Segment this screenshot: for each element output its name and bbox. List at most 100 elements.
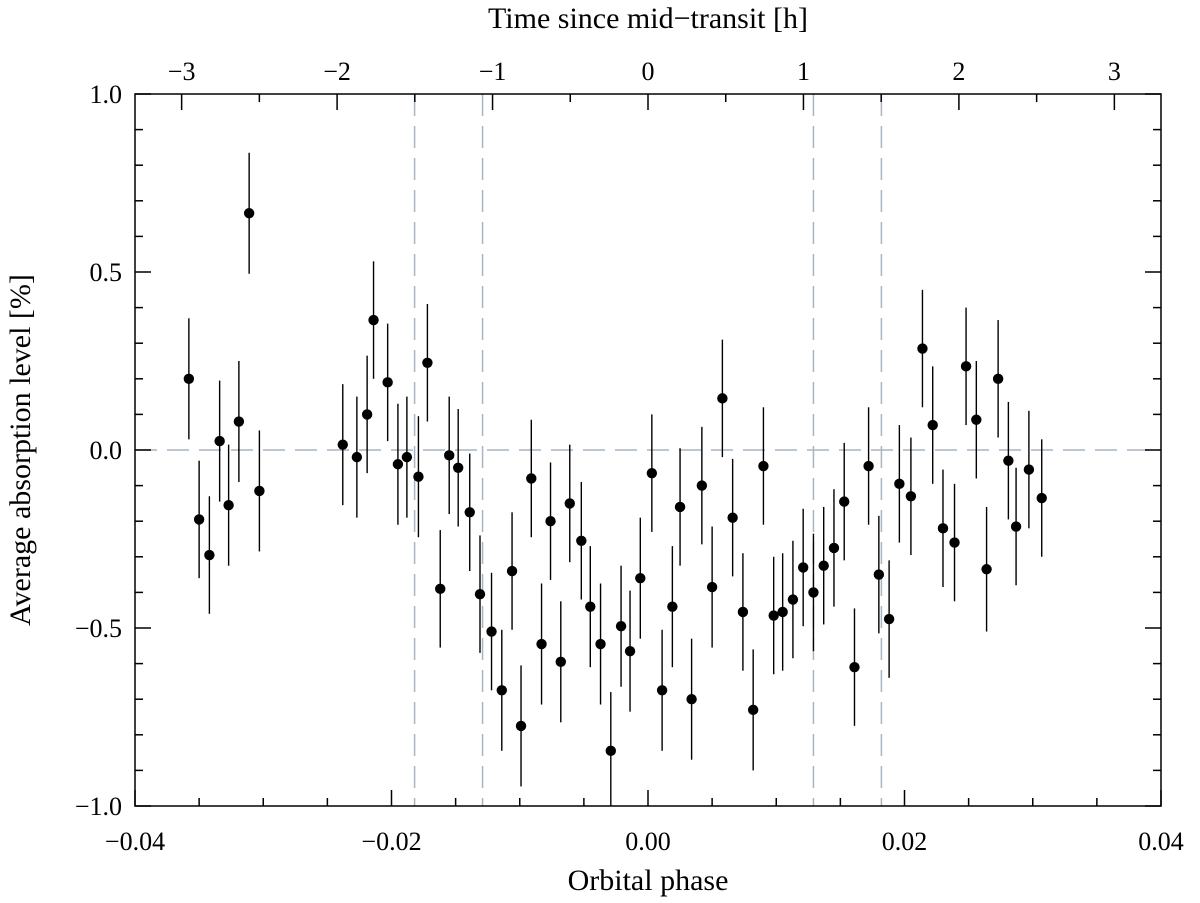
x-tick-label: −0.04 bbox=[105, 827, 165, 856]
data-point bbox=[444, 450, 455, 461]
data-point bbox=[223, 499, 234, 511]
reference-lines bbox=[135, 94, 1161, 806]
data-point bbox=[873, 569, 885, 580]
data-point bbox=[849, 661, 860, 673]
data-point bbox=[1003, 455, 1014, 466]
data-point bbox=[605, 745, 617, 757]
data-point bbox=[686, 694, 697, 705]
data-point bbox=[214, 435, 225, 447]
top-x-tick-label: 3 bbox=[1108, 57, 1121, 86]
data-point bbox=[401, 451, 413, 463]
y-tick-label: −1.0 bbox=[75, 792, 122, 821]
data-point bbox=[656, 685, 668, 696]
data-point bbox=[486, 626, 497, 637]
data-point bbox=[392, 459, 404, 470]
data-point bbox=[828, 542, 840, 554]
data-point bbox=[183, 373, 195, 384]
data-point bbox=[382, 377, 393, 388]
y-tick-label: 0.0 bbox=[90, 436, 123, 465]
axis-ticks bbox=[134, 93, 1162, 807]
data-point bbox=[474, 588, 486, 600]
data-point bbox=[615, 621, 627, 632]
data-point bbox=[758, 460, 769, 472]
top-x-tick-label: −3 bbox=[168, 57, 196, 86]
data-point bbox=[883, 613, 895, 625]
data-point bbox=[808, 587, 819, 598]
x-tick-label: 0.04 bbox=[1138, 827, 1184, 856]
data-point bbox=[818, 560, 829, 571]
top-x-axis-title: Time since mid−transit [h] bbox=[488, 2, 808, 35]
data-point bbox=[204, 549, 215, 561]
data-point bbox=[233, 416, 245, 427]
y-tick-label: 1.0 bbox=[90, 80, 123, 109]
data-point bbox=[337, 439, 348, 450]
data-point bbox=[1023, 464, 1035, 475]
data-point bbox=[635, 572, 646, 584]
y-tick-label: −0.5 bbox=[75, 614, 122, 643]
data-point bbox=[960, 361, 972, 372]
top-x-tick-label: −1 bbox=[479, 57, 507, 86]
data-point bbox=[413, 471, 424, 482]
top-x-tick-label: 1 bbox=[797, 57, 810, 86]
data-point bbox=[435, 583, 446, 595]
top-x-tick-label: −2 bbox=[323, 57, 351, 86]
data-point bbox=[727, 512, 738, 523]
y-axis-title: Average absorption level [%] bbox=[4, 274, 37, 626]
data-point bbox=[646, 467, 658, 479]
data-point bbox=[515, 720, 527, 732]
top-x-tick-label: 0 bbox=[642, 57, 655, 86]
data-point bbox=[243, 208, 255, 219]
data-point bbox=[545, 516, 556, 527]
data-point bbox=[368, 314, 379, 326]
data-point bbox=[496, 685, 507, 696]
data-point bbox=[696, 480, 708, 491]
data-point bbox=[1010, 521, 1022, 532]
data-point bbox=[595, 638, 606, 650]
data-point bbox=[536, 638, 547, 650]
data-point bbox=[464, 507, 475, 518]
data-point bbox=[717, 393, 728, 404]
data-point bbox=[452, 462, 464, 473]
data-point bbox=[526, 473, 537, 484]
x-tick-label: 0.02 bbox=[882, 827, 928, 856]
data-point bbox=[737, 606, 749, 618]
data-point bbox=[981, 564, 992, 575]
data-point bbox=[193, 514, 205, 525]
data-point bbox=[361, 409, 373, 420]
data-point bbox=[905, 491, 917, 502]
data-point bbox=[971, 414, 982, 425]
x-axis-title: Orbital phase bbox=[568, 864, 729, 897]
data-point bbox=[667, 601, 678, 612]
data-point bbox=[839, 496, 850, 507]
x-tick-label: −0.02 bbox=[361, 827, 421, 856]
top-x-tick-label: 2 bbox=[952, 57, 965, 86]
data-point bbox=[894, 478, 905, 490]
data-points bbox=[183, 152, 1047, 806]
data-point bbox=[351, 451, 363, 463]
data-point bbox=[506, 565, 518, 577]
data-point bbox=[992, 373, 1004, 384]
data-point bbox=[747, 704, 759, 716]
data-point bbox=[674, 501, 686, 513]
data-point bbox=[949, 537, 960, 548]
data-point bbox=[576, 535, 587, 546]
data-point bbox=[768, 610, 779, 621]
data-point bbox=[422, 357, 433, 368]
data-point bbox=[927, 419, 938, 431]
data-point bbox=[937, 523, 949, 534]
data-point bbox=[254, 485, 265, 497]
data-point bbox=[555, 656, 566, 668]
data-point bbox=[1036, 492, 1047, 504]
tick-labels: −0.04 −0.02 0.00 0.02 0.04 −3 −2 −1 0 1 2 3 1.0 0.5 0.… bbox=[75, 57, 1184, 856]
data-point bbox=[797, 562, 809, 573]
y-tick-label: 0.5 bbox=[90, 258, 123, 287]
data-point bbox=[624, 645, 636, 657]
data-point bbox=[585, 601, 596, 612]
data-point bbox=[863, 460, 874, 472]
data-point bbox=[706, 581, 718, 593]
data-point bbox=[787, 594, 799, 605]
data-point bbox=[564, 498, 575, 509]
data-point bbox=[917, 343, 928, 354]
x-tick-label: 0.00 bbox=[625, 827, 671, 856]
